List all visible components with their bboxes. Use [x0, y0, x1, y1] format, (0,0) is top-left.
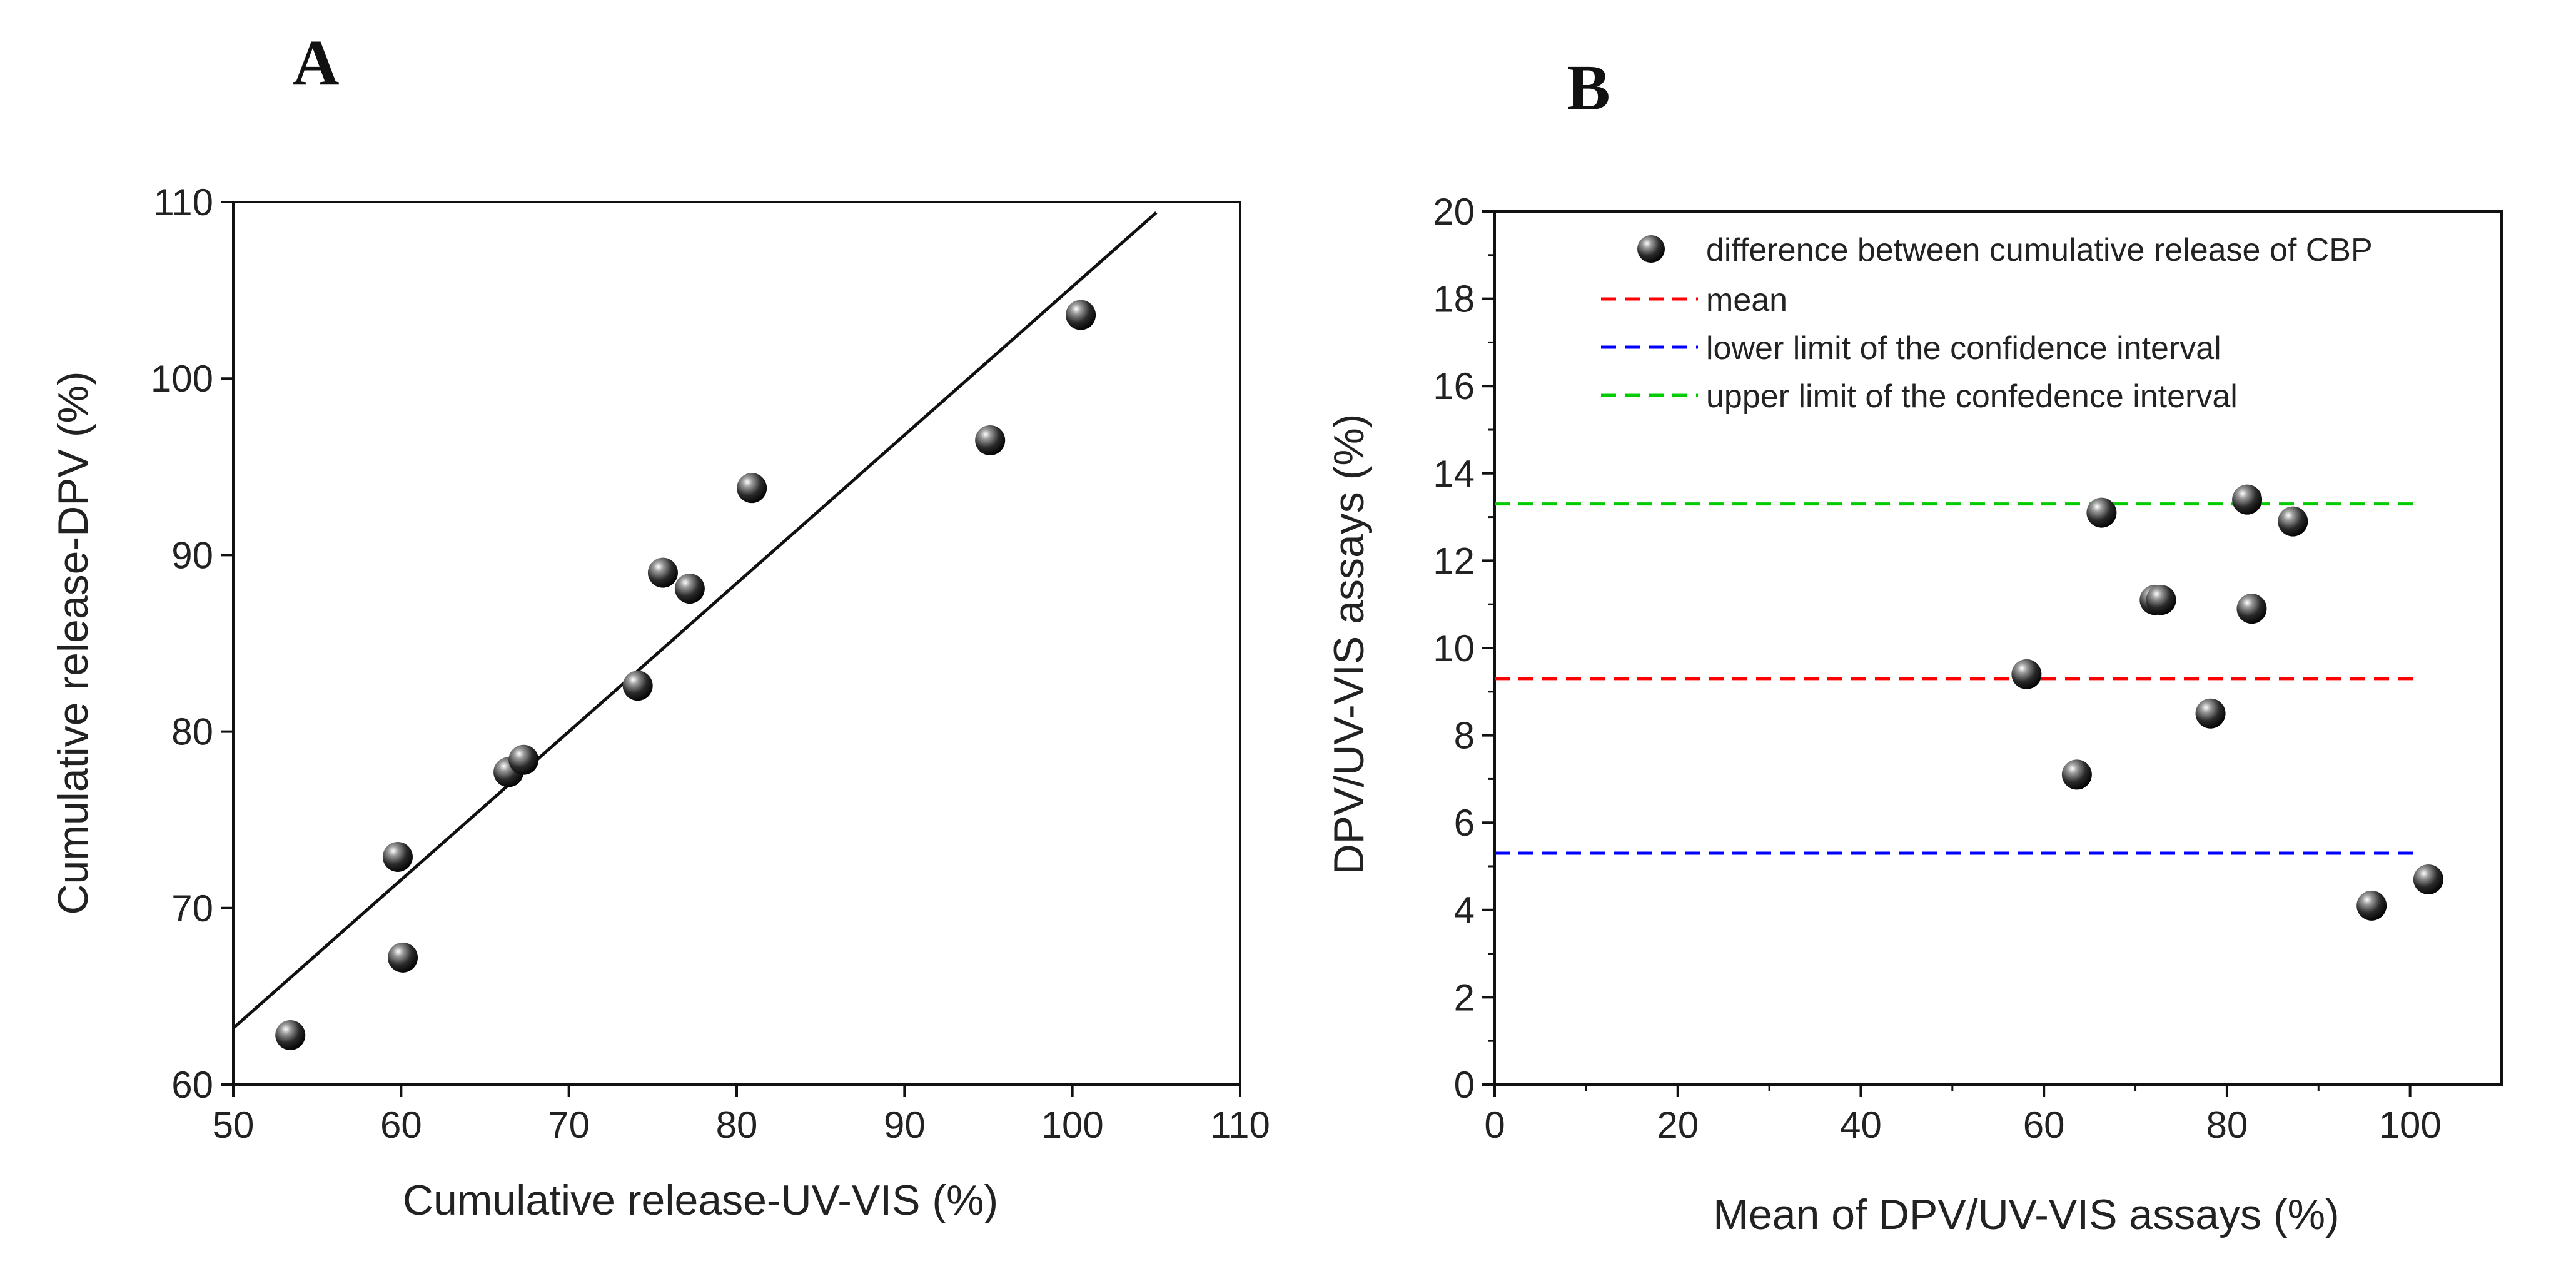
data-point-b: [2146, 585, 2176, 615]
data-points-a: [275, 300, 1096, 1050]
x-tick-label-a: 50: [213, 1104, 255, 1146]
y-tick-label-a: 70: [171, 888, 213, 929]
y-tick-label-b: 6: [1454, 802, 1475, 844]
y-tick-label-a: 80: [171, 711, 213, 753]
y-tick-label-b: 12: [1433, 540, 1475, 582]
data-point-a: [647, 557, 678, 588]
x-tick-label-b: 100: [2379, 1104, 2442, 1146]
data-point-a: [622, 671, 653, 701]
x-tick-label-b: 0: [1484, 1104, 1505, 1146]
legend-marker-points: [1637, 235, 1665, 263]
data-point-a: [382, 841, 413, 872]
y-axis-title-b: DPV/UV-VIS assays (%): [1325, 414, 1373, 875]
axis-ticks-b: 0 20 40 60 80 100 0 2 4 6 8 10 12 14 16 18 20: [1433, 191, 2441, 1146]
y-tick-label-b: 2: [1454, 976, 1475, 1018]
y-tick-label-b: 20: [1433, 191, 1475, 233]
data-points-b: [2011, 484, 2443, 921]
fit-line: [232, 211, 1158, 1030]
legend-label-mean: mean: [1706, 282, 1787, 318]
y-tick-label-b: 10: [1433, 627, 1475, 669]
data-point-a: [975, 425, 1006, 455]
panel-label-a: A: [292, 27, 339, 99]
x-tick-label-a: 90: [884, 1104, 926, 1146]
y-tick-label-b: 8: [1454, 715, 1475, 757]
y-tick-label-b: 14: [1433, 453, 1475, 495]
data-point-b: [2195, 698, 2226, 729]
data-point-b: [2236, 594, 2267, 624]
x-tick-label-b: 40: [1840, 1104, 1882, 1146]
legend-label-points: difference between cumulative release of…: [1706, 232, 2373, 268]
reference-lines: [1495, 502, 2420, 855]
plot-frame-a: [232, 201, 1241, 1086]
y-tick-label-a: 90: [171, 534, 213, 576]
y-tick-label-b: 18: [1433, 278, 1475, 320]
y-axis-title-a: Cumulative release-DPV (%): [49, 371, 97, 914]
x-tick-label-a: 100: [1041, 1104, 1104, 1146]
y-tick-label-a: 100: [151, 358, 213, 400]
y-tick-label-b: 16: [1433, 365, 1475, 407]
legend: difference between cumulative release of…: [1601, 232, 2373, 415]
y-tick-label-a: 60: [171, 1064, 213, 1106]
data-point-a: [388, 942, 418, 973]
data-point-a: [508, 744, 539, 775]
data-point-b: [2061, 759, 2092, 790]
data-point-b: [2086, 497, 2117, 528]
data-point-b: [2232, 484, 2263, 515]
data-point-a: [275, 1020, 306, 1050]
data-point-a: [674, 574, 705, 604]
data-point-b: [2356, 890, 2387, 921]
data-point-a: [1066, 300, 1096, 330]
x-tick-label-a: 60: [380, 1104, 422, 1146]
panel-label-b: B: [1567, 52, 1610, 124]
data-point-b: [2011, 659, 2042, 689]
legend-label-lower-limit: lower limit of the confidence interval: [1706, 330, 2221, 367]
data-point-b: [2413, 864, 2443, 894]
x-tick-label-a: 70: [548, 1104, 590, 1146]
x-tick-label-b: 60: [2023, 1104, 2065, 1146]
x-tick-label-a: 110: [1210, 1104, 1270, 1146]
x-tick-label-b: 20: [1657, 1104, 1699, 1146]
x-axis-title-a: Cumulative release-UV-VIS (%): [403, 1177, 998, 1224]
data-point-a: [737, 473, 767, 504]
y-tick-label-b: 4: [1454, 889, 1475, 931]
x-tick-label-a: 80: [716, 1104, 758, 1146]
data-point-b: [2278, 506, 2308, 537]
chart-b: 0 20 40 60 80 100 0 2 4 6 8 10 12 14 16 18 20 Mean of DP…: [1325, 191, 2503, 1238]
y-tick-label-a: 110: [153, 181, 213, 223]
x-tick-label-b: 80: [2206, 1104, 2248, 1146]
legend-label-upper-limit: upper limit of the confedence interval: [1706, 378, 2238, 415]
x-axis-title-b: Mean of DPV/UV-VIS assays (%): [1713, 1191, 2339, 1238]
y-tick-label-b: 0: [1454, 1064, 1475, 1106]
